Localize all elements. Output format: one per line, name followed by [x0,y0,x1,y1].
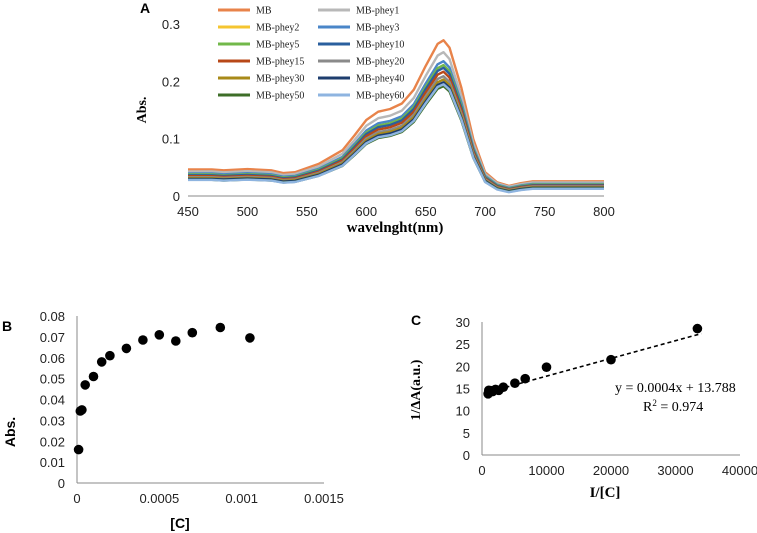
panel-c-y-tick: 30 [456,315,470,330]
panel-a: A 0 0.1 0.2 0.3 450 500 550 600 650 700 750 800 MB… [135,0,615,236]
panel-a-y-tick: 0.1 [162,132,180,147]
legend-label: MB-phey15 [256,57,304,68]
legend-label: MB-phey5 [256,40,299,51]
panel-a-y-label: Abs. [135,97,150,124]
legend-label: MB-phey10 [356,40,404,51]
panel-c-y-tick: 0 [463,448,470,463]
data-point [171,336,181,346]
data-point [73,444,84,455]
data-point [80,380,90,390]
panel-a-x-tick: 550 [296,204,318,219]
panel-b-y-tick: 0.06 [40,351,65,366]
data-point [541,362,552,373]
legend-label: MB-phey20 [356,57,404,68]
panel-b-y-tick: 0.08 [40,309,65,324]
legend-label: MB-phey30 [256,74,304,85]
panel-a-x-tick: 450 [177,204,199,219]
data-point [88,371,99,382]
panel-a-x-tick: 700 [474,204,496,219]
legend-label: MB-phey3 [356,23,399,34]
panel-c-x-tick: 20000 [593,463,629,478]
panel-a-y-tick: 0.2 [162,74,180,89]
legend-label: MB-phey60 [356,91,404,102]
series-line-MB-phey60 [188,83,604,194]
panel-c-x-tick: 0 [478,463,485,478]
panel-b: B 0 0.01 0.02 0.03 0.04 0.05 0.06 0.07 0.08 0 0.0… [2,309,344,531]
panel-c-r-squared: R2 = 0.974 [643,398,703,415]
panel-b-y-tick: 0 [58,476,65,491]
panel-c-y-tick: 10 [456,404,470,419]
legend-label: MB-phey2 [256,23,299,34]
legend-label: MB-phey40 [356,74,404,85]
panel-c-y-tick: 25 [456,337,470,352]
panel-c-y-label: 1/ΔA(a.u.) [409,359,424,420]
panel-a-y-tick: 0.3 [162,17,180,32]
data-point [498,382,509,393]
panel-b-x-tick: 0 [73,491,80,506]
data-point [77,405,87,415]
panel-c-x-label: I/[C] [590,485,621,501]
panel-a-y-tick: 0 [173,189,180,204]
legend-label: MB [256,6,272,17]
data-point [154,330,165,340]
data-point [105,350,115,361]
panel-a-x-label: wavelnght(nm) [347,220,444,236]
panel-c-x-tick: 10000 [528,463,564,478]
panel-b-y-label: Abs. [2,417,18,447]
panel-c-title: C [411,312,421,328]
data-point [121,343,132,354]
panel-b-y-tick: 0.07 [40,330,65,345]
panel-c: C 0 5 10 15 20 25 30 0 10000 20000 30000 40000 y =… [409,312,757,501]
panel-b-y-tick: 0.03 [40,413,65,428]
panel-c-x-tick: 30000 [657,463,693,478]
panel-c-y-tick: 20 [456,359,470,374]
panel-c-y-tick: 15 [456,382,470,397]
panel-a-x-tick: 750 [534,204,556,219]
panel-b-x-tick: 0.001 [225,491,258,506]
panel-c-equation: y = 0.0004x + 13.788 [615,381,736,396]
panel-a-x-tick: 500 [237,204,259,219]
data-point [187,327,198,338]
panel-b-y-tick: 0.02 [40,434,65,449]
data-point [96,357,107,367]
panel-c-trendline [484,332,702,394]
data-point [606,354,616,365]
data-point [520,373,530,384]
panel-b-x-tick: 0.0015 [304,491,344,506]
panel-a-title: A [140,0,150,16]
legend-label: MB-phey50 [256,91,304,102]
legend-label: MB-phey1 [356,6,399,17]
data-point [215,322,226,333]
data-point [510,378,520,389]
panel-b-x-label: [C] [170,515,189,531]
panel-a-x-tick: 650 [415,204,437,219]
panel-a-x-tick: 600 [355,204,377,219]
panel-b-y-tick: 0.04 [40,393,65,408]
panel-b-y-tick: 0.05 [40,372,65,387]
panel-c-x-tick: 40000 [722,463,757,478]
data-point [692,323,703,334]
panel-a-x-tick: 800 [593,204,615,219]
panel-c-y-tick: 5 [463,426,470,441]
data-point [245,333,255,343]
panel-b-title: B [2,318,12,334]
panel-b-x-tick: 0.0005 [139,491,179,506]
series-line-MB-phey1 [188,51,604,188]
data-point [138,335,148,345]
panel-b-y-tick: 0.01 [40,455,65,470]
